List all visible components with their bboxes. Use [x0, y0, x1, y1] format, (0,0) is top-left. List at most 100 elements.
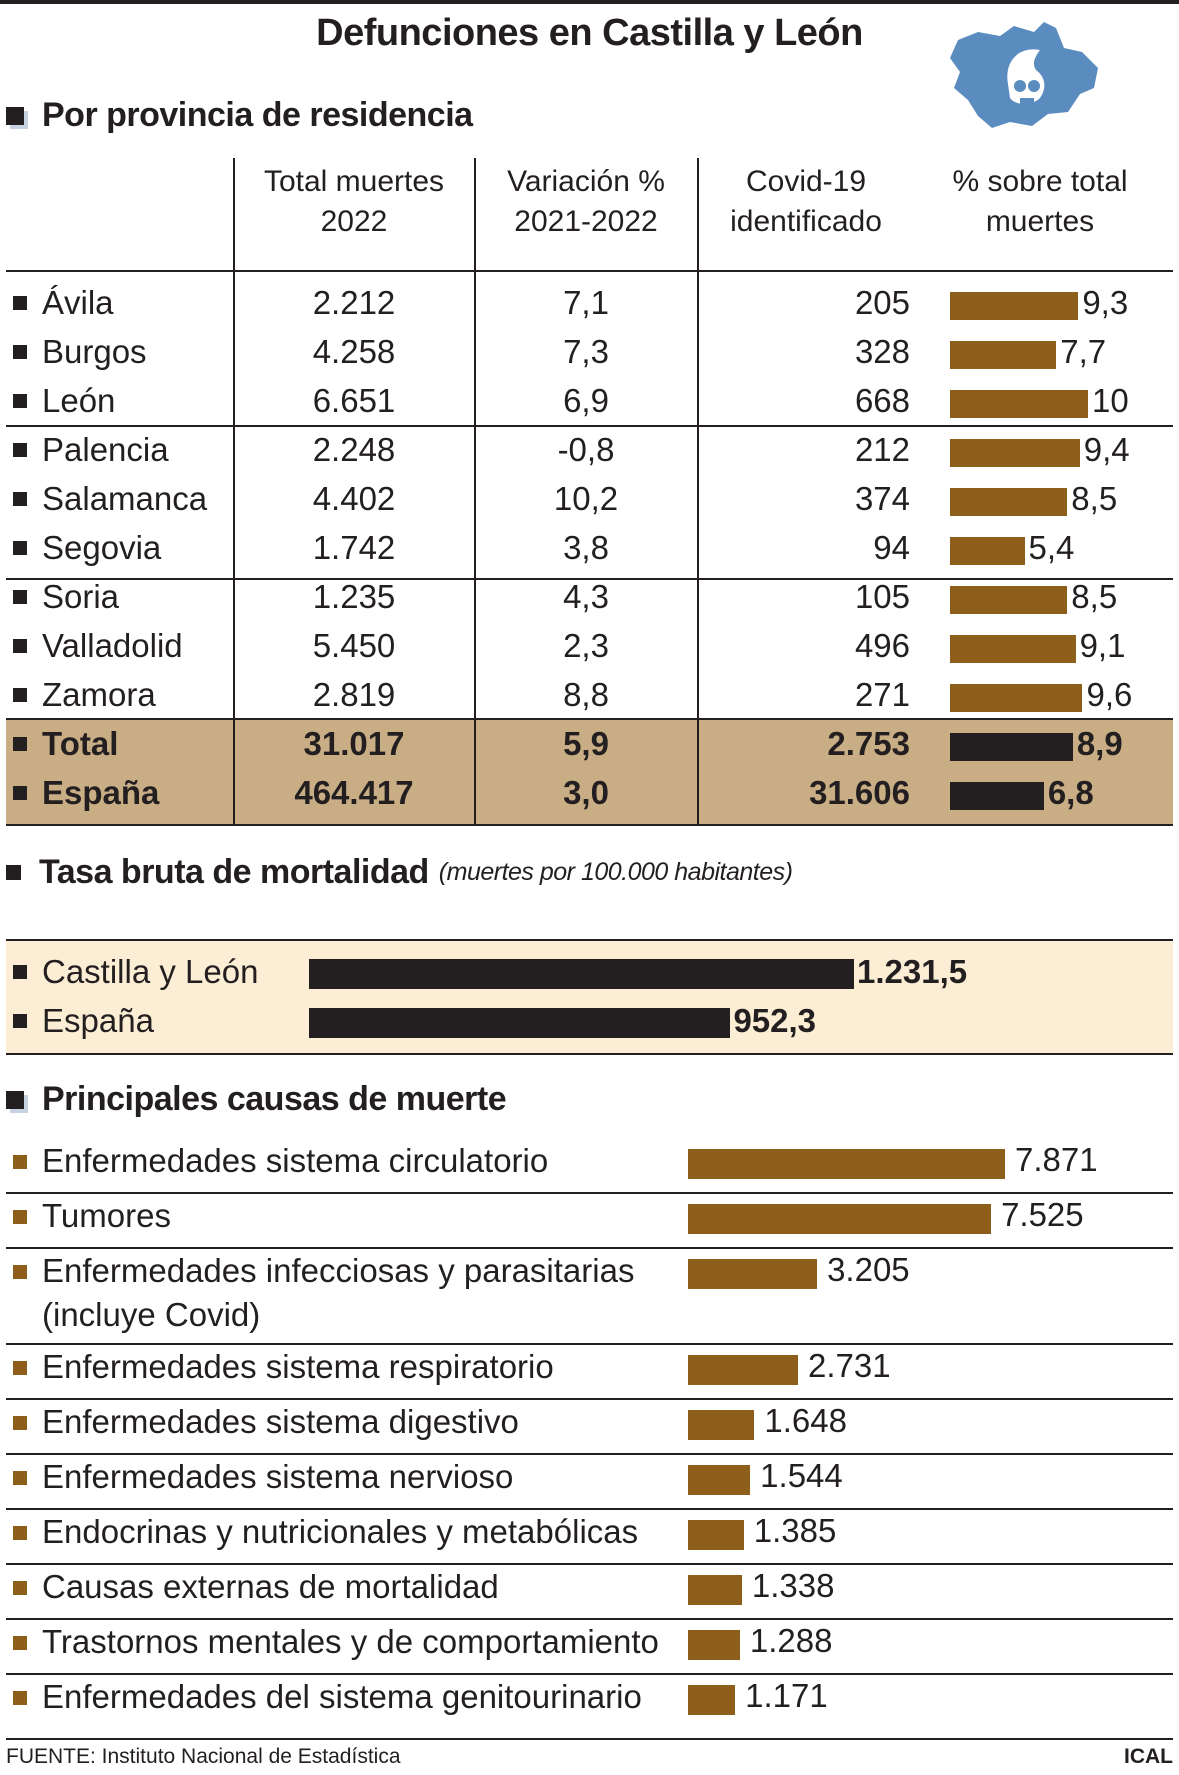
causa-name: Enfermedades sistema circulatorio: [42, 1142, 549, 1179]
causa-bar-label: 1.385: [753, 1512, 837, 1549]
causa-row: Causas externas de mortalidad 1.338: [0, 1563, 1179, 1618]
causa-bar-label: 1.171: [745, 1677, 828, 1714]
causa-row: Endocrinas y nutricionales y metabólicas…: [0, 1508, 1179, 1563]
cell-total: 2.819: [312, 676, 396, 713]
tasa-bar: [309, 1008, 731, 1038]
pct-bar-label: 8,5: [1071, 480, 1118, 517]
bullet-square-icon: [13, 965, 27, 979]
col-header-covid: Covid-19 identificado: [730, 165, 882, 238]
causa-bar: [688, 1575, 742, 1605]
cell-total: 4.258: [312, 333, 396, 370]
pct-bar: [950, 635, 1076, 663]
table-row: Segovia 1.742 3,8 94 5,4: [0, 525, 1179, 573]
causa-name: Enfermedades sistema nervioso: [42, 1458, 514, 1495]
table-row: León 6.651 6,9 668 10: [0, 378, 1179, 426]
pct-bar-label: 7,7: [1060, 333, 1107, 370]
cell-covid: 328: [854, 333, 910, 370]
causa-divider: [6, 1673, 1173, 1675]
bullet-square-icon: [13, 1691, 27, 1705]
bullet-square-icon: [13, 1416, 27, 1430]
pct-bar: [950, 390, 1088, 418]
causa-name: Enfermedades sistema respiratorio: [42, 1348, 554, 1385]
col-header-variacion: Variación % 2021-2022: [507, 165, 665, 238]
bullet-square-icon: [13, 590, 27, 604]
group-rule-2: [6, 578, 1173, 580]
row-name: Burgos: [42, 333, 147, 370]
cell-variacion: 2,3: [563, 627, 609, 664]
tasa-name: España: [42, 1002, 154, 1039]
bullet-square-icon: [13, 688, 27, 702]
causa-bar-label: 1.288: [749, 1622, 833, 1659]
cell-total: 1.235: [312, 578, 396, 615]
cell-variacion: -0,8: [557, 431, 615, 468]
cell-variacion: 3,0: [563, 774, 609, 811]
causa-name: Endocrinas y nutricionales y metabólicas: [42, 1513, 639, 1550]
cell-covid: 2.753: [827, 725, 910, 762]
cell-total: 5.450: [312, 627, 396, 664]
col-divider-3: [697, 158, 699, 824]
tasa-name: Castilla y León: [42, 953, 259, 990]
row-name: León: [42, 382, 116, 419]
causa-row: Enfermedades del sistema genitourinario 1…: [0, 1673, 1179, 1728]
bullet-square-icon: [13, 541, 27, 555]
pct-bar: [950, 586, 1068, 614]
causa-name: Enfermedades sistema digestivo: [42, 1403, 519, 1440]
causa-divider: [6, 1453, 1173, 1455]
causa-row: Enfermedades sistema respiratorio 2.731: [0, 1343, 1179, 1398]
bullet-square-icon: [13, 1361, 27, 1375]
causa-row: Tumores 7.525: [0, 1192, 1179, 1247]
pct-bar-label: 6,8: [1047, 774, 1094, 811]
causa-bar-label: 7.871: [1015, 1141, 1098, 1178]
footer-rule: [6, 1738, 1173, 1740]
row-name: Segovia: [42, 529, 162, 566]
causa-row: Enfermedades sistema nervioso 1.544: [0, 1453, 1179, 1508]
causa-name: Tumores: [42, 1197, 171, 1234]
cell-total: 6.651: [312, 382, 396, 419]
pct-bar-label: 9,4: [1083, 431, 1130, 468]
col-header-porcentaje: % sobre total muertes: [952, 165, 1128, 238]
col-divider-1: [233, 158, 235, 824]
cell-covid: 94: [873, 529, 910, 566]
cell-variacion: 3,8: [563, 529, 609, 566]
causa-divider: [6, 1192, 1173, 1194]
tasa-bottom-rule: [6, 1053, 1173, 1055]
pct-bar: [950, 341, 1057, 369]
cell-total: 464.417: [294, 774, 414, 811]
causa-bar-label: 3.205: [827, 1251, 910, 1288]
bullet-square-icon: [13, 394, 27, 408]
castilla-leon-map-skull-icon: [950, 22, 1098, 128]
tasa-bar: [309, 959, 854, 989]
cell-variacion: 6,9: [563, 382, 609, 419]
pct-bar-label: 9,1: [1079, 627, 1126, 664]
credit-label: ICAL: [1124, 1745, 1173, 1768]
cell-total: 2.248: [312, 431, 396, 468]
tasa-row: España 952,3: [0, 996, 1179, 1044]
row-name: Total: [42, 725, 119, 762]
cell-total: 1.742: [312, 529, 396, 566]
bullet-square-icon: [13, 1155, 27, 1169]
bullet-square-icon: [13, 1210, 27, 1224]
pct-bar-label: 5,4: [1028, 529, 1075, 566]
pct-bar: [950, 439, 1080, 467]
causa-bar: [688, 1685, 736, 1715]
page-title: Defunciones en Castilla y León: [316, 12, 863, 54]
causa-bar-label: 1.544: [760, 1457, 843, 1494]
causa-name: Causas externas de mortalidad: [42, 1568, 499, 1605]
causa-bar-label: 1.338: [751, 1567, 835, 1604]
bullet-square-icon: [13, 443, 27, 457]
group-rule-1: [6, 425, 1173, 427]
cell-total: 2.212: [312, 284, 396, 321]
cell-covid: 105: [854, 578, 910, 615]
section-provincia-heading: Por provincia de residencia: [6, 96, 473, 135]
pct-bar: [950, 782, 1044, 810]
section-causas-heading: Principales causas de muerte: [6, 1080, 507, 1119]
cell-covid: 212: [854, 431, 910, 468]
source-note: FUENTE: Instituto Nacional de Estadístic…: [6, 1745, 401, 1768]
top-rule: [0, 0, 1179, 4]
causa-divider: [6, 1398, 1173, 1400]
bullet-square-icon: [13, 1636, 27, 1650]
pct-bar-label: 8,9: [1076, 725, 1123, 762]
causa-bar: [688, 1410, 755, 1440]
cell-variacion: 10,2: [553, 480, 619, 517]
row-name: España: [42, 774, 160, 811]
